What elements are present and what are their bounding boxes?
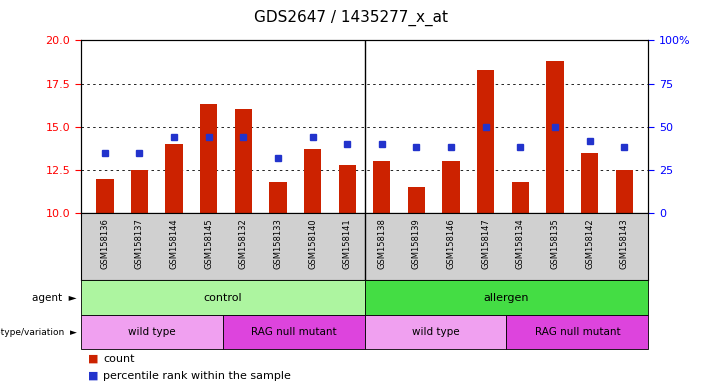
Text: GSM158143: GSM158143 (620, 218, 629, 269)
Bar (373, 161, 390, 213)
Bar (365, 280, 648, 315)
Text: ■: ■ (88, 371, 102, 381)
Bar (615, 170, 633, 213)
Text: agent  ►: agent ► (32, 293, 77, 303)
Text: wild type: wild type (411, 327, 459, 337)
Text: ■: ■ (88, 354, 102, 364)
Bar (304, 149, 321, 213)
Text: percentile rank within the sample: percentile rank within the sample (103, 371, 291, 381)
Bar (546, 61, 564, 213)
Bar (507, 315, 648, 349)
Bar (339, 165, 356, 213)
Text: GSM158132: GSM158132 (239, 218, 248, 269)
Text: RAG null mutant: RAG null mutant (535, 327, 620, 337)
Bar (131, 170, 148, 213)
Text: RAG null mutant: RAG null mutant (251, 327, 336, 337)
Text: count: count (103, 354, 135, 364)
Text: GSM158133: GSM158133 (273, 218, 283, 269)
Bar (81, 280, 365, 315)
Text: allergen: allergen (484, 293, 529, 303)
Text: GSM158139: GSM158139 (412, 218, 421, 269)
Text: GSM158140: GSM158140 (308, 218, 317, 269)
Text: GSM158146: GSM158146 (447, 218, 456, 269)
Text: GSM158135: GSM158135 (550, 218, 559, 269)
Text: GSM158144: GSM158144 (170, 218, 179, 269)
Text: control: control (203, 293, 242, 303)
Bar (365, 315, 507, 349)
Bar (269, 182, 287, 213)
Text: GSM158137: GSM158137 (135, 218, 144, 269)
Bar (200, 104, 217, 213)
Text: GSM158141: GSM158141 (343, 218, 352, 269)
Text: GSM158142: GSM158142 (585, 218, 594, 269)
Text: wild type: wild type (128, 327, 175, 337)
Bar (165, 144, 183, 213)
Text: GSM158138: GSM158138 (377, 218, 386, 269)
Bar (581, 152, 598, 213)
Bar (477, 70, 494, 213)
Bar (408, 187, 425, 213)
Bar (442, 161, 460, 213)
Bar (235, 109, 252, 213)
Text: GSM158145: GSM158145 (204, 218, 213, 269)
Text: genotype/variation  ►: genotype/variation ► (0, 328, 77, 337)
Text: GSM158147: GSM158147 (481, 218, 490, 269)
Text: GDS2647 / 1435277_x_at: GDS2647 / 1435277_x_at (254, 10, 447, 26)
Text: GSM158136: GSM158136 (100, 218, 109, 269)
Bar (223, 315, 365, 349)
Text: GSM158134: GSM158134 (516, 218, 525, 269)
Bar (81, 315, 223, 349)
Bar (96, 179, 114, 213)
Bar (512, 182, 529, 213)
